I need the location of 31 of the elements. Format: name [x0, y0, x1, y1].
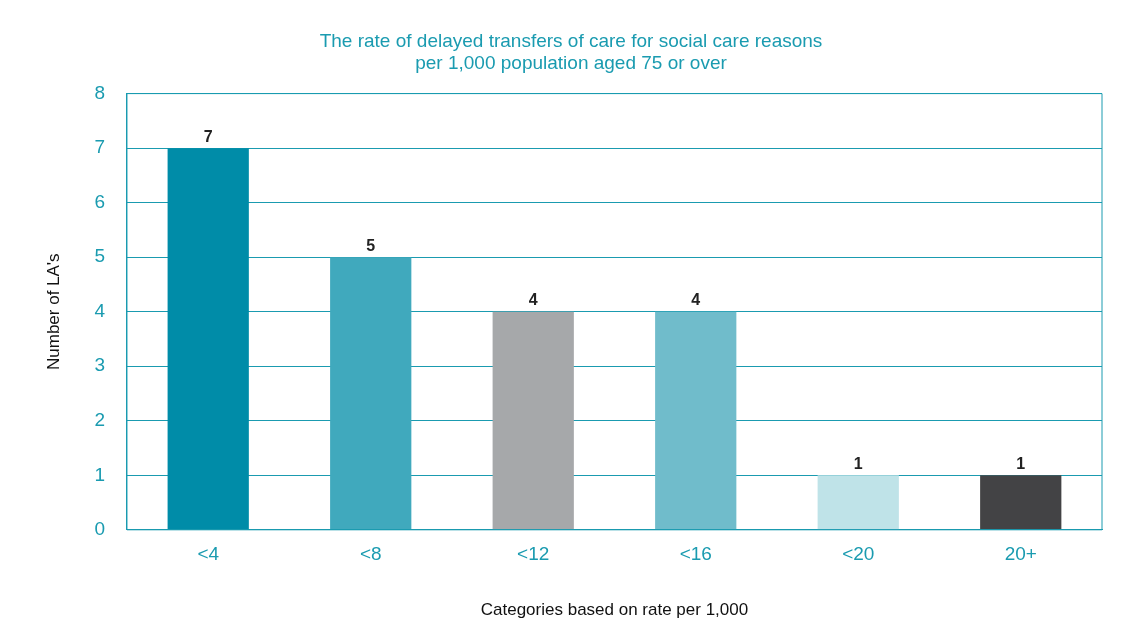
y-tick-label: 4: [94, 299, 106, 321]
x-tick-label: <8: [359, 543, 382, 565]
x-tick-label: <16: [679, 543, 712, 565]
x-tick-label: <20: [842, 543, 875, 565]
y-tick-label: 0: [94, 518, 105, 540]
bar: [330, 257, 412, 530]
y-tick-label: 1: [94, 463, 105, 485]
data-label: 4: [528, 291, 538, 309]
bar: [980, 475, 1062, 530]
x-axis-title: Categories based on rate per 1,000: [480, 600, 749, 620]
y-tick-label: 8: [94, 81, 105, 103]
bar: [492, 311, 574, 530]
data-label: 4: [691, 291, 701, 309]
y-axis-title: Number of LA's: [43, 253, 63, 371]
text: per 1,000 population aged 75 or over: [415, 52, 727, 74]
data-label: 7: [203, 127, 213, 145]
data-label: 1: [1016, 454, 1026, 472]
x-tick-label: <4: [197, 543, 220, 565]
y-tick-label: 2: [94, 408, 105, 430]
y-tick-label: 6: [94, 190, 105, 212]
data-label: 1: [853, 454, 863, 472]
x-tick-label: 20+: [1004, 543, 1037, 565]
y-tick-label: 3: [94, 354, 105, 376]
y-tick-label: 7: [94, 136, 105, 158]
bar: [817, 475, 899, 530]
bar: [655, 311, 737, 530]
x-tick-label: <12: [517, 543, 550, 565]
y-tick-label: 5: [94, 245, 105, 267]
text: The rate of delayed transfers of care for social care reasons: [319, 29, 823, 51]
data-label: 5: [366, 236, 376, 254]
bar: [167, 148, 249, 530]
